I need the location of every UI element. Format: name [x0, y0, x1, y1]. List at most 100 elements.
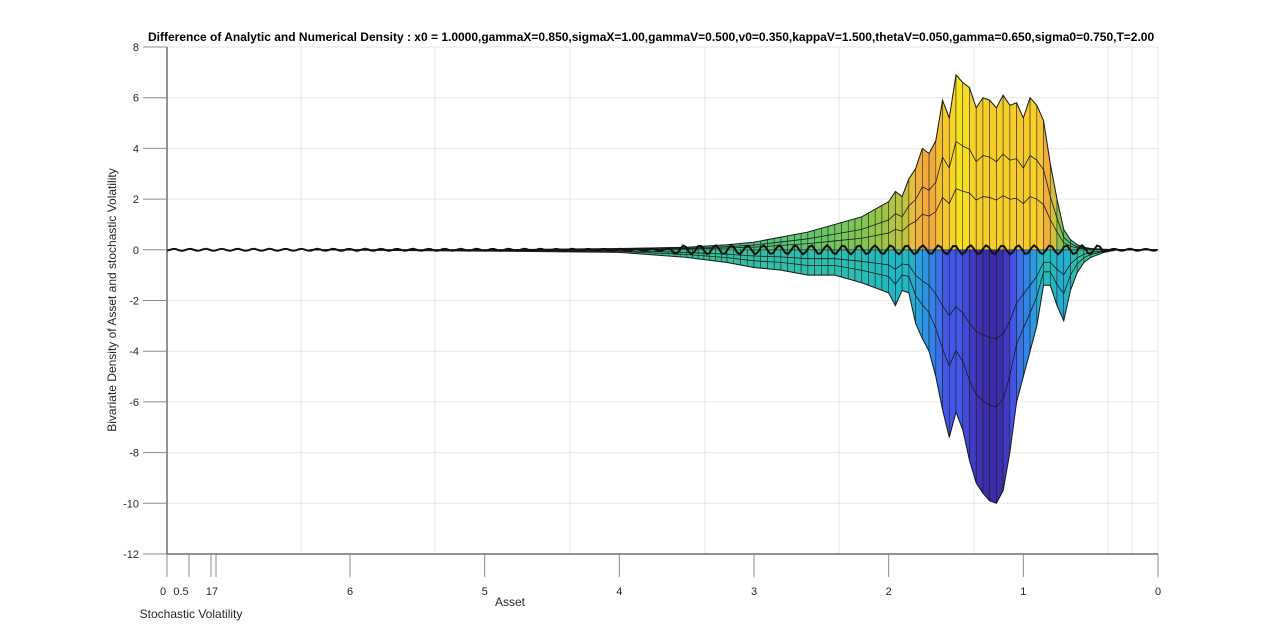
surface-contour [309, 188, 1158, 251]
z-axis-ticks: 8 6 4 2 0 -2 -4 -6 -8 -10 -12 [123, 42, 167, 561]
asset-axis-ticks: 6 5 4 3 2 1 0 [347, 554, 1161, 598]
surface-facet [948, 249, 957, 438]
surface-facet [881, 249, 889, 294]
z-tick-label: 8 [133, 42, 139, 54]
surface-facet [975, 96, 984, 251]
volatility-tick-label: 17 [206, 586, 218, 598]
surface-facet [1036, 249, 1044, 326]
zero-level-line [166, 243, 1158, 256]
surface-facet [901, 249, 910, 294]
asset-tick-label: 1 [1020, 586, 1026, 598]
surface-facet [861, 249, 869, 286]
negative-lobe [309, 249, 1158, 504]
asset-tick-label: 0 [1155, 586, 1161, 598]
surface-edge [309, 249, 1158, 504]
surface-facet [1009, 249, 1017, 453]
surface-facet [847, 218, 856, 251]
surface-plot [166, 73, 1158, 504]
surface-facet [942, 249, 950, 438]
surface-facet [962, 81, 970, 251]
surface-facet [814, 227, 822, 251]
surface-facet [942, 100, 950, 251]
surface-facet [996, 95, 1004, 251]
surface-facet [773, 249, 782, 271]
surface-edge [309, 73, 1158, 251]
asset-axis-label: Asset [495, 595, 526, 609]
z-tick-label: -2 [129, 296, 139, 308]
surface-contour [309, 140, 1158, 251]
surface-facet [800, 231, 809, 251]
surface-facet [881, 201, 889, 251]
surface-facet [874, 249, 883, 291]
surface-facet [982, 97, 990, 251]
z-tick-label: -10 [123, 498, 139, 510]
surface-facet [955, 249, 964, 430]
surface-facet [928, 140, 937, 251]
surface-facet [726, 249, 735, 265]
asset-tick-label: 5 [482, 586, 488, 598]
surface-contour [309, 249, 1158, 408]
surface-facet [928, 249, 937, 377]
surface-facet [1009, 102, 1017, 251]
surface-facet [794, 249, 802, 275]
z-tick-label: 0 [133, 245, 139, 257]
surface-facet [1002, 94, 1011, 251]
z-tick-label: -4 [129, 346, 139, 358]
chart-title: Difference of Analytic and Numerical Den… [148, 30, 1154, 44]
surface-facet [1023, 249, 1031, 377]
surface-facet [1036, 105, 1044, 251]
z-tick-label: 6 [133, 93, 139, 105]
surface-facet [868, 208, 876, 251]
surface-facet [915, 148, 923, 251]
surface-contour [309, 249, 1158, 339]
surface-facet [1029, 96, 1038, 251]
surface-facet [989, 249, 997, 504]
surface-facet [989, 99, 997, 251]
surface-facet [821, 249, 829, 276]
surface-facet [854, 216, 863, 251]
surface-facet [969, 87, 977, 251]
surface-facet [982, 249, 990, 502]
surface-facet [697, 249, 705, 260]
surface-facet [908, 167, 916, 251]
surface-facet [955, 74, 964, 251]
surface-facet [922, 147, 930, 251]
surface-facet [760, 249, 768, 270]
surface-facet [861, 212, 869, 251]
zero-level-band [166, 243, 1158, 256]
asset-tick-label: 4 [616, 586, 622, 598]
plot-area [159, 46, 1159, 555]
surface-facet [834, 222, 842, 251]
surface-facet [962, 249, 970, 461]
surface-facet [975, 249, 984, 495]
surface-facet [767, 238, 775, 251]
surface-facet [1016, 102, 1024, 251]
volatility-axis-label: Stochastic Volatility [140, 607, 243, 621]
volatility-tick-label: 0.5 [173, 586, 188, 598]
surface-facet [1029, 249, 1038, 352]
surface-facet [1023, 97, 1031, 251]
surface-facet [874, 204, 883, 251]
surface-facet [901, 178, 910, 251]
surface-facet [969, 249, 977, 484]
surface-facet [854, 249, 863, 284]
volatility-tick-label: 0 [160, 586, 166, 598]
z-tick-label: -12 [123, 549, 139, 561]
z-tick-label: -8 [129, 448, 139, 460]
z-tick-label: 4 [133, 143, 139, 155]
surface-facet [1002, 249, 1011, 491]
asset-tick-label: 3 [751, 586, 757, 598]
asset-tick-label: 2 [886, 586, 892, 598]
surface-facet [841, 249, 849, 280]
surface-facet [895, 190, 903, 251]
surface-facet [680, 249, 687, 258]
surface-facet [922, 249, 930, 352]
volatility-axis-ticks: 0 0.5 17 [160, 554, 218, 598]
surface-facet [996, 249, 1004, 504]
surface-facet [935, 249, 943, 410]
surface-facet [868, 249, 876, 289]
surface-facet [948, 74, 957, 251]
surface-facet [807, 249, 815, 276]
z-tick-label: 2 [133, 194, 139, 206]
